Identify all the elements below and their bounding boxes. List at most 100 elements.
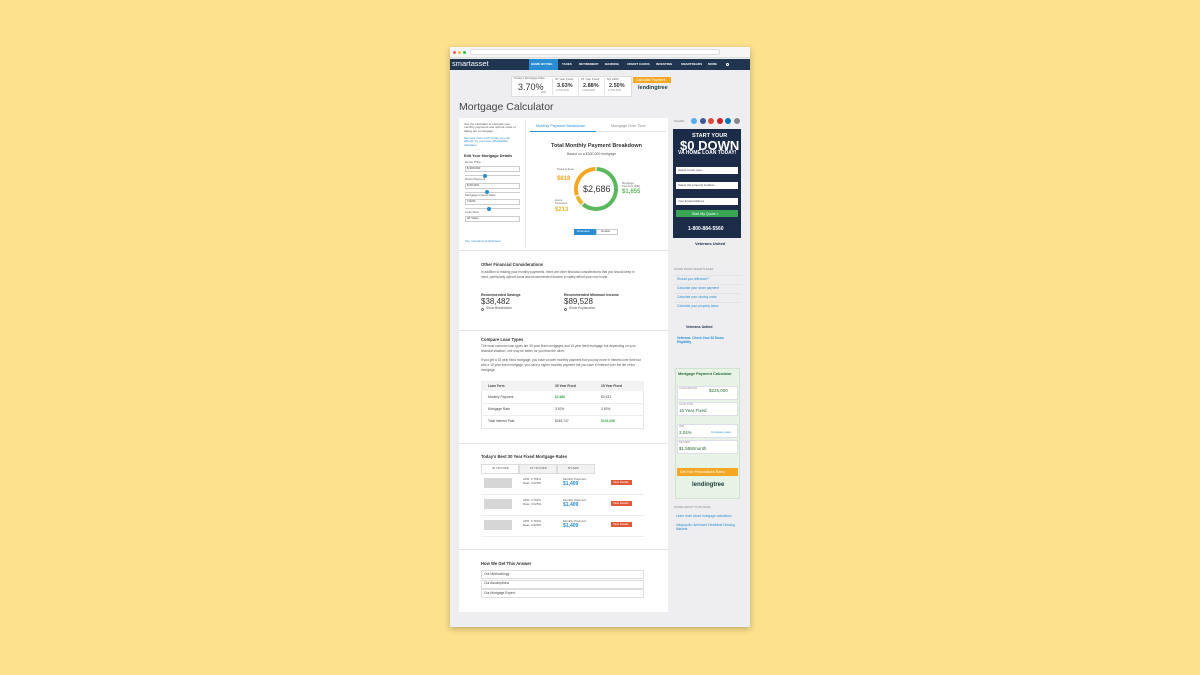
offer-rate: Rate: 3.625% (523, 523, 542, 527)
section-heading: Compare Loan Types (481, 337, 524, 342)
nav-item[interactable]: CREDIT CARDS (627, 62, 650, 66)
nav-item[interactable]: HOME BUYING (531, 62, 553, 66)
rate-sep (604, 78, 605, 95)
share-icon[interactable] (708, 118, 714, 124)
calc-label: LOAN AMOUNT (679, 387, 698, 390)
rate-tab-label[interactable]: 5/1 ARM (568, 466, 579, 470)
view-button-label[interactable]: View Details (613, 479, 629, 484)
accordion-label[interactable]: Our Mortgage Expert (484, 590, 515, 595)
item-link[interactable]: Show Explanation (569, 306, 596, 310)
cta-label[interactable]: Calculate Payment (636, 78, 666, 82)
nav-item[interactable]: TAXES (562, 62, 572, 66)
share-icon[interactable] (716, 118, 723, 124)
page-title: Mortgage Calculator (459, 101, 554, 113)
slider-knob[interactable] (487, 206, 491, 211)
view-button-label[interactable]: View Details (613, 500, 629, 505)
ad-input-text[interactable]: Select a loan type... (678, 168, 705, 172)
input[interactable] (465, 166, 520, 172)
ad-input[interactable] (676, 182, 738, 189)
slider (465, 208, 520, 209)
accordion-label[interactable]: Our Methodology (484, 571, 510, 576)
rate-column-name: 15 Year Fixed (581, 77, 600, 81)
nav-item[interactable]: RETIREMENT (579, 62, 599, 66)
calc-link[interactable]: Compare rates (711, 430, 731, 434)
nav-item[interactable]: MORE (708, 62, 717, 66)
accordion-label[interactable]: Our Assumptions (484, 581, 510, 585)
sidebar-link[interactable]: Calculate your down payment (677, 286, 719, 290)
ad-input[interactable] (676, 167, 738, 174)
view-button[interactable] (611, 522, 632, 527)
nav-item[interactable]: SMARTREADS (681, 62, 703, 66)
calc-button-label[interactable]: Get Your Personalized Rates (680, 470, 725, 474)
offer-divider (481, 494, 644, 495)
button-label[interactable]: Overview (577, 229, 590, 233)
offer-divider (481, 515, 644, 516)
offer-apr: APR: 3.763% (523, 477, 542, 481)
rate-tab[interactable] (481, 464, 519, 474)
nav-item[interactable]: INVESTING (656, 62, 673, 66)
btn-details[interactable] (596, 229, 618, 235)
table-header-cell: 15 Year Fixed (601, 383, 623, 388)
accordion[interactable] (481, 589, 644, 598)
calc-button[interactable] (677, 468, 738, 476)
divider (525, 120, 526, 248)
nav-item[interactable]: BANKING (605, 62, 619, 66)
accordion[interactable] (481, 579, 644, 589)
button-label[interactable]: Details (601, 229, 611, 233)
rate-tab-label[interactable]: 30 YR FIXED (492, 466, 509, 470)
row-divider (481, 403, 644, 404)
cta-button[interactable] (633, 77, 671, 83)
min-dot[interactable] (458, 51, 461, 54)
rate-tab[interactable] (557, 464, 595, 474)
sidebar-link[interactable]: Calculate your property taxes (677, 304, 719, 308)
rate-tab[interactable] (519, 464, 557, 474)
ad-button[interactable] (676, 210, 738, 217)
field-label: Home Price (465, 160, 481, 164)
slider-knob[interactable] (483, 173, 487, 178)
tab[interactable]: Monthly Payment Breakdown (536, 124, 586, 128)
slider-knob[interactable] (485, 190, 489, 194)
share-icon[interactable] (691, 118, 697, 124)
calc-field (677, 424, 738, 438)
sidebar-link[interactable]: Infographic: America's Healthiest Housin… (676, 523, 735, 531)
offer-payment: $1,409 (563, 502, 579, 508)
accordion[interactable] (481, 570, 644, 579)
input[interactable] (465, 199, 520, 205)
logo[interactable]: smartasset (452, 59, 489, 68)
share-icon[interactable] (699, 118, 706, 124)
sidebar-link[interactable]: Calculate your closing costs (677, 295, 717, 299)
ad2-title[interactable]: Veterans: Check Your $0 Down Eligibility (677, 336, 724, 344)
sidebar-link[interactable]: Learn more about mortgage calculators (676, 514, 732, 518)
ad-button-label[interactable]: Start My Quote » (692, 212, 719, 216)
rate-sep (552, 78, 553, 95)
field-value: 3.92% (467, 199, 476, 203)
ad-input-text[interactable]: Select the property location... (678, 183, 717, 187)
input[interactable] (465, 182, 520, 189)
max-dot[interactable] (463, 51, 466, 54)
offer-apr: APR: 3.763% (523, 498, 542, 502)
view-button[interactable] (611, 501, 632, 506)
input[interactable] (465, 215, 520, 222)
rate-sep (578, 78, 579, 95)
address-bar[interactable] (470, 49, 720, 55)
section-heading: Today's Best 30 Year Fixed Mortgage Rate… (481, 454, 568, 459)
share-icon[interactable] (733, 118, 740, 124)
ad-input-text[interactable]: Your Email Address (678, 199, 705, 203)
search-icon[interactable] (726, 63, 729, 66)
form-note[interactable]: Not sure how much house you can afford? … (464, 136, 511, 147)
form-footer[interactable]: Tax, insurance & HOA fees (465, 239, 501, 243)
view-button-label[interactable]: View Details (613, 521, 629, 526)
close-dot[interactable] (453, 51, 456, 54)
share-icon[interactable] (725, 118, 731, 124)
breakdown-title: Total Monthly Payment Breakdown (551, 143, 642, 149)
tab[interactable]: Mortgage Over Time (611, 124, 646, 128)
table-cell: $245,747 (555, 419, 569, 423)
view-button[interactable] (611, 480, 632, 485)
sidebar-link[interactable]: Should you refinance? (677, 277, 709, 281)
field-value: $ 300,000 (467, 166, 481, 170)
btn-overview[interactable] (574, 229, 596, 235)
ad-input[interactable] (676, 198, 738, 205)
rate-tab-label[interactable]: 15 YR FIXED (530, 466, 547, 470)
item-link[interactable]: Show Breakdown (486, 306, 512, 310)
offer-rate: Rate: 3.625% (523, 481, 542, 485)
